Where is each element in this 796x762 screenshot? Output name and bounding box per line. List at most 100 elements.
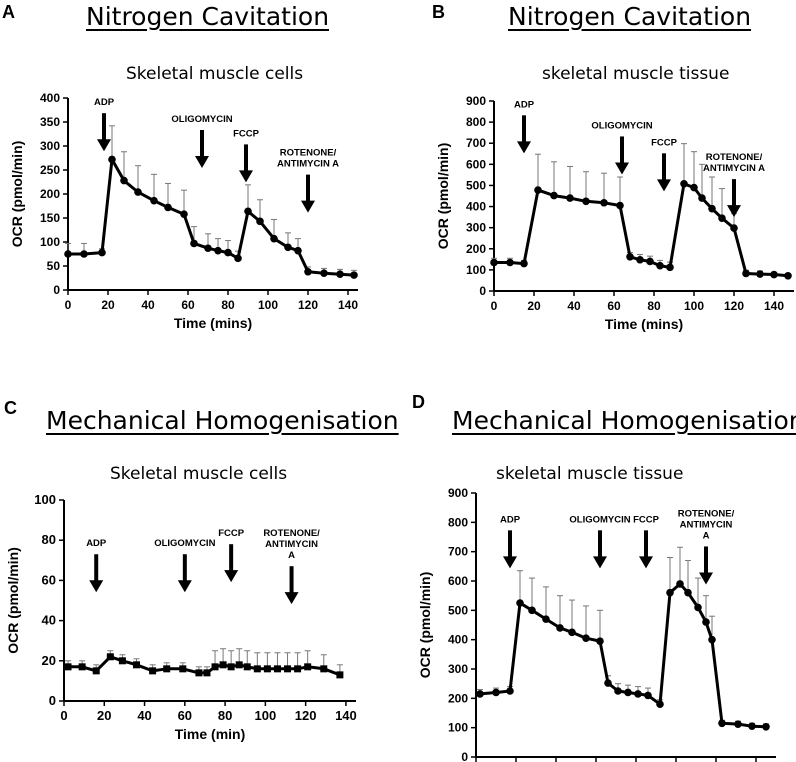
panel-c-arrow-head (89, 580, 104, 593)
panel-b-data-point (742, 269, 750, 278)
panel-c-data-point (211, 663, 219, 671)
panel-b-y-tick-label: 300 (466, 221, 486, 235)
panel-b-data-point (490, 258, 498, 267)
panel-a-data-point (80, 250, 88, 258)
panel-c-x-tick-label: 100 (255, 708, 277, 723)
panel-b-annotation-label: FCCP (651, 137, 678, 148)
panel-b-y-tick-label: 600 (466, 157, 486, 171)
panel-b-method-title: Nitrogen Cavitation (508, 2, 752, 31)
panel-d-data-point (694, 603, 702, 612)
panel-a-y-tick-label: 50 (47, 259, 61, 273)
panel-b-data-point (636, 255, 644, 264)
panel-c-data-point (163, 665, 171, 673)
panel-a-annotation-label: ANTIMYCIN A (277, 159, 339, 170)
panel-c-y-tick-label: 0 (49, 693, 56, 708)
panel-d-data-point (542, 615, 550, 623)
panel-c-data-point (336, 671, 344, 679)
panel-b-data-point (534, 186, 542, 194)
panel-b-y-tick-label: 700 (466, 136, 486, 150)
panel-a-data-point (304, 267, 312, 276)
panel-d-data-point (568, 628, 576, 637)
panel-c-x-tick-label: 80 (218, 708, 232, 723)
panel-a-x-tick-label: 140 (338, 298, 358, 312)
panel-a-method-title: Nitrogen Cavitation (86, 2, 330, 31)
panel-c-annotation-label: ADP (86, 538, 107, 549)
panel-d-annotation-label: OLIGOMYCIN (569, 514, 630, 525)
panel-a-arrow-head (239, 170, 253, 183)
panel-d-data-point (708, 635, 716, 644)
panel-d-data-point (656, 700, 664, 708)
panel-a-data-point (190, 239, 198, 248)
panel-a-data-point (336, 270, 344, 278)
panel-c-x-axis-label: Time (min) (175, 726, 246, 742)
panel-d-y-axis-label: OCR (pmol/min) (417, 572, 433, 679)
panel-c-x-tick-label: 60 (178, 708, 192, 723)
panel-b-data-point (718, 214, 726, 222)
panel-d-arrow-head (503, 556, 517, 569)
panel-a-annotation-label: ADP (94, 97, 115, 108)
panel-c-data-point (149, 667, 157, 675)
panel-a-data-point (350, 271, 358, 279)
panel-b-data-point (708, 204, 716, 213)
panel-b-data-point (698, 194, 706, 202)
panel-c-data-point (304, 663, 312, 671)
panel-a-data-point (256, 217, 264, 226)
panel-a-data-point (64, 250, 72, 258)
panel-b-data-point (690, 183, 698, 192)
panel-b-data-point (582, 197, 590, 206)
panel-c-method-title: Mechanical Homogenisation (46, 406, 399, 435)
panel-a-data-point (224, 248, 232, 257)
panel-a-data-point (244, 207, 252, 216)
panel-b-data-point (784, 272, 792, 280)
panel-b-data-point (600, 198, 608, 207)
panel-d-data-point (762, 722, 770, 731)
panel-d-y-tick-label: 500 (448, 603, 468, 617)
panel-a-data-point (294, 246, 302, 255)
panel-a-y-tick-label: 100 (40, 235, 60, 249)
panel-a-annotation-label: OLIGOMYCIN (171, 114, 232, 125)
panel-b-data-point (566, 194, 574, 202)
panel-a-x-axis-label: Time (mins) (174, 315, 252, 331)
panel-b-arrow-head (727, 205, 741, 218)
panel-d-chart-title: skeletal muscle tissue (496, 464, 684, 484)
panel-a-data-point (234, 254, 242, 263)
panel-c-data-point (294, 665, 302, 673)
panel-d-data-point (596, 637, 604, 645)
panel-c-arrow-head (284, 592, 299, 605)
panel-a-data-point (150, 196, 158, 205)
panel-c-data-point (179, 665, 187, 673)
panel-d-y-tick-label: 400 (448, 633, 468, 647)
panel-a-data-point (284, 243, 292, 252)
panel-d-plot: 0100200300400500600700800900020406080100… (417, 486, 776, 762)
panel-d-data-point (614, 687, 622, 695)
panel-a-letter: A (2, 2, 15, 22)
panel-c-plot: 0 20 40 60 80 100 0 20 40 60 80 100 120 140 Time (min)… (5, 492, 357, 742)
panel-d-y-tick-label: 700 (448, 545, 468, 559)
panel-b-data-point (616, 201, 624, 210)
panel-c-x-tick-label: 140 (335, 708, 357, 723)
panel-a-data-point (214, 246, 222, 255)
panel-d-data-point (676, 580, 684, 588)
panel-d-data-point (604, 679, 612, 687)
panel-d-data-point (644, 691, 652, 700)
panel-c-annotation-label: ANTIMYCIN (265, 539, 318, 550)
panel-d-y-tick-label: 600 (448, 574, 468, 588)
panel-b-annotation-label: ADP (514, 99, 535, 110)
panel-c-x-tick-label: 120 (295, 708, 317, 723)
panel-c-data-point (263, 665, 271, 673)
panel-a-data-point (164, 203, 172, 212)
panel-d-y-tick-label: 900 (448, 486, 468, 500)
panel-a-data-point (98, 248, 106, 257)
panel-d-arrow-head (699, 572, 713, 585)
panel-c-annotation-label: OLIGOMYCIN (154, 538, 215, 549)
panel-c-data-point (203, 669, 211, 677)
panel-c-data-point (320, 665, 328, 673)
panel-a-x-tick-label: 100 (258, 298, 278, 312)
panel-c-arrow-head (224, 570, 239, 583)
panel-d-data-point (684, 588, 692, 597)
panel-c-data-point (235, 661, 243, 669)
panel-c-y-tick-label: 60 (42, 572, 56, 587)
panel-c-data-point (253, 665, 261, 673)
panel-b-chart-title: skeletal muscle tissue (542, 64, 730, 84)
panel-b-y-tick-label: 200 (466, 242, 486, 256)
